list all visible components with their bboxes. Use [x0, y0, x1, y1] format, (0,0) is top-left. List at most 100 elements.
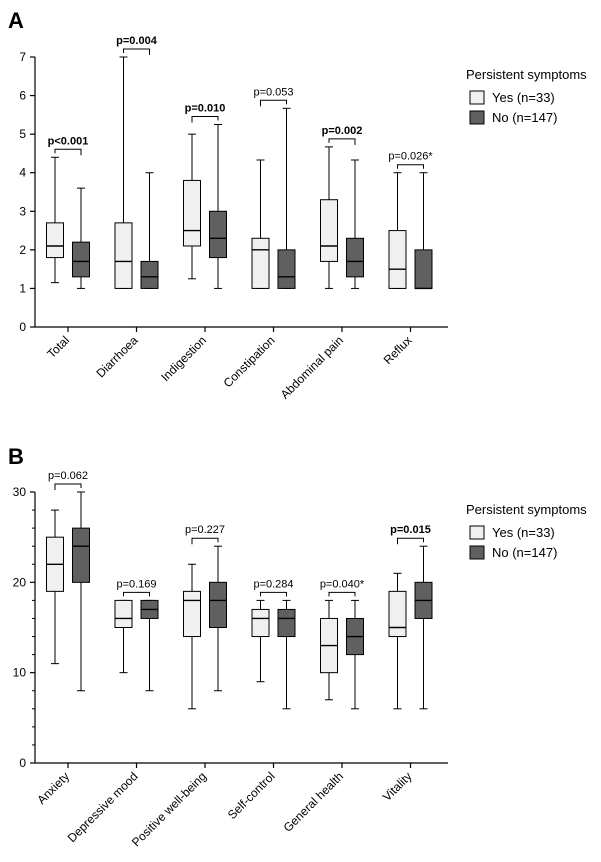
- box-rect: [251, 237, 270, 289]
- y-tick-label: 20: [13, 575, 27, 589]
- legend-entry: No (n=147): [492, 545, 557, 560]
- category-group: Anxiety p=0.062: [34, 470, 90, 807]
- box-yes: [388, 572, 407, 710]
- pvalue-label: p=0.062: [48, 470, 88, 482]
- box-no: [414, 172, 433, 290]
- category-label: General health: [281, 769, 347, 835]
- box-no: [346, 599, 364, 710]
- box-rect: [277, 249, 296, 289]
- category-label: Positive well-being: [129, 769, 209, 849]
- box-yes: [183, 563, 201, 710]
- legend-title: Persistent symptoms: [466, 502, 587, 517]
- box-yes: [46, 156, 64, 284]
- y-tick-label: 7: [19, 50, 26, 64]
- y-tick-label: 2: [19, 243, 26, 257]
- box-rect: [72, 241, 90, 278]
- pvalue-label: p<0.001: [48, 135, 89, 147]
- chart-panel-b: B 0 10 20 30 Anxiety p=0.062 Depressive mood p=0…: [8, 444, 587, 849]
- box-rect: [72, 527, 90, 583]
- box-rect: [140, 260, 159, 289]
- pvalue-bracket: [123, 48, 150, 55]
- box-no: [209, 124, 227, 289]
- box-no: [346, 159, 364, 289]
- box-rect: [414, 249, 433, 289]
- category-group: Positive well-being p=0.227: [129, 524, 227, 849]
- pvalue-bracket: [54, 148, 82, 156]
- category-label: Reflux: [381, 333, 415, 367]
- category-label: Constipation: [221, 333, 278, 390]
- pvalue-bracket: [328, 138, 356, 145]
- pvalue-bracket: [328, 591, 356, 597]
- box-rect: [46, 222, 64, 259]
- pvalue-label: p=0.026*: [388, 151, 433, 163]
- box-no: [414, 545, 433, 710]
- box-rect: [346, 237, 364, 278]
- category-label: Diarrhoea: [93, 333, 140, 380]
- pvalue-bracket: [191, 116, 219, 123]
- legend-entry: Yes (n=33): [492, 525, 555, 540]
- y-tick-label: 30: [13, 485, 27, 499]
- box-rect: [114, 599, 133, 629]
- pvalue-bracket: [260, 99, 287, 107]
- box-rect: [209, 581, 227, 628]
- y-tick-label: 0: [19, 756, 26, 770]
- y-tick-label: 5: [19, 127, 26, 141]
- box-rect: [114, 222, 133, 289]
- pvalue-label: p=0.010: [185, 103, 226, 115]
- pvalue-label: p=0.040*: [320, 578, 365, 590]
- category-group: Total p<0.001: [44, 135, 90, 361]
- pvalue-label: p=0.227: [185, 524, 225, 536]
- box-no: [140, 599, 159, 692]
- legend: Persistent symptoms Yes (n=33) No (n=147): [466, 67, 587, 125]
- y-tick-label: 3: [19, 204, 26, 218]
- panel-label: A: [8, 8, 24, 33]
- box-rect: [320, 199, 338, 262]
- box-yes: [320, 599, 338, 701]
- box-no: [72, 187, 90, 289]
- legend-entry: No (n=147): [492, 110, 557, 125]
- box-yes: [251, 159, 270, 289]
- box-yes: [46, 509, 64, 665]
- category-label: Total: [44, 333, 72, 361]
- category-group: Indigestion p=0.010: [158, 103, 227, 384]
- category-group: Depressive mood p=0.169: [65, 578, 159, 845]
- chart-panel-a: A 0 1 2 3 4 5 6 7 Total p<0.001 Diarrhoea p=0.004 Ind…: [8, 8, 587, 402]
- category-group: Constipation p=0.053: [221, 86, 296, 390]
- legend-swatch: [469, 110, 485, 125]
- legend-title: Persistent symptoms: [466, 67, 587, 82]
- y-tick-label: 4: [19, 166, 26, 180]
- box-rect: [251, 608, 270, 638]
- box-no: [72, 491, 90, 692]
- category-label: Indigestion: [158, 333, 209, 384]
- box-rect: [183, 590, 201, 638]
- y-tick-label: 0: [19, 320, 26, 334]
- legend-swatch: [469, 90, 485, 105]
- pvalue-bracket: [54, 483, 82, 490]
- pvalue-label: p=0.169: [116, 578, 156, 590]
- category-label: Abdominal pain: [278, 333, 346, 401]
- box-no: [277, 107, 296, 289]
- box-yes: [114, 56, 133, 289]
- box-rect: [183, 179, 201, 247]
- legend-entry: Yes (n=33): [492, 90, 555, 105]
- box-rect: [388, 230, 407, 289]
- category-group: Reflux p=0.026*: [381, 151, 434, 367]
- box-rect: [388, 590, 407, 638]
- box-yes: [251, 599, 270, 683]
- category-label: Self-control: [225, 769, 278, 822]
- y-tick-label: 1: [19, 281, 26, 295]
- pvalue-label: p=0.015: [390, 524, 431, 536]
- legend: Persistent symptoms Yes (n=33) No (n=147): [466, 502, 587, 560]
- box-yes: [388, 172, 407, 289]
- category-group: Diarrhoea p=0.004: [93, 35, 159, 380]
- legend-swatch: [469, 525, 485, 540]
- box-no: [140, 172, 159, 289]
- category-label: Anxiety: [34, 769, 72, 807]
- pvalue-label: p=0.284: [253, 578, 293, 590]
- category-label: Depressive mood: [65, 769, 141, 845]
- pvalue-bracket: [123, 591, 150, 597]
- pvalue-label: p=0.002: [322, 125, 363, 137]
- category-group: Self-control p=0.284: [225, 578, 296, 822]
- panel-label: B: [8, 444, 24, 469]
- pvalue-label: p=0.004: [116, 35, 158, 47]
